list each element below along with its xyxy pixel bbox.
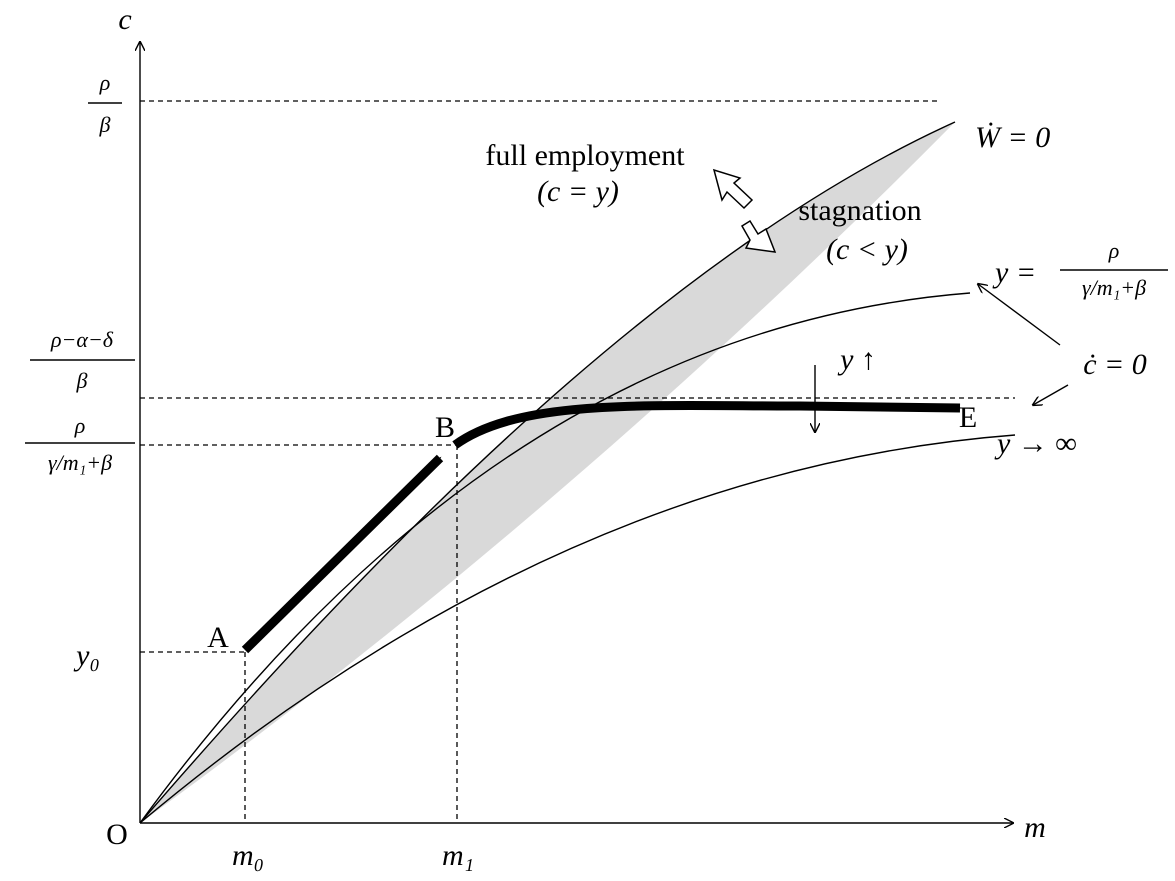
curve-label: Ẇ = 0 (975, 121, 1050, 154)
pointer (1033, 384, 1069, 405)
axis-label: m (1024, 811, 1046, 844)
path-arrow (452, 400, 962, 449)
curve-label: y = (992, 256, 1036, 289)
point-label: A (207, 621, 229, 654)
point-label: B (435, 411, 455, 444)
curve-label: ċ = 0 (1083, 348, 1147, 381)
region-label: stagnation (798, 194, 921, 227)
c-dot-curve-low (139, 434, 1016, 824)
tick-label: γ/m₁+β (48, 450, 112, 475)
hollow-arrow (740, 219, 777, 253)
tick-label: ρ (99, 70, 111, 95)
curve-label: γ/m₁+β (1082, 275, 1146, 300)
tick-label: y₀ (73, 639, 100, 672)
w-dot-curve (139, 121, 956, 824)
hollow-arrow (712, 168, 754, 210)
curve-label: ρ (1108, 238, 1120, 263)
path-arrow (241, 454, 444, 654)
axis-label: c (118, 3, 131, 36)
tick-label: ρ−α−δ (50, 327, 114, 352)
tick-label: β (99, 112, 111, 137)
region-label: full employment (485, 139, 685, 172)
point-label: E (959, 401, 977, 434)
pointer (978, 284, 1061, 346)
tick-label: β (76, 368, 88, 393)
region-label: (c < y) (826, 233, 908, 266)
tick-label: m₁ (442, 839, 474, 872)
origin-label: O (106, 818, 128, 851)
c-dot-curve (139, 292, 971, 824)
tick-label: m₀ (232, 839, 264, 872)
shift-label: y ↑ (837, 343, 876, 376)
curve-label: y → ∞ (994, 427, 1077, 460)
shaded-region (140, 122, 955, 823)
region-label: (c = y) (537, 175, 619, 208)
tick-label: ρ (74, 413, 86, 438)
